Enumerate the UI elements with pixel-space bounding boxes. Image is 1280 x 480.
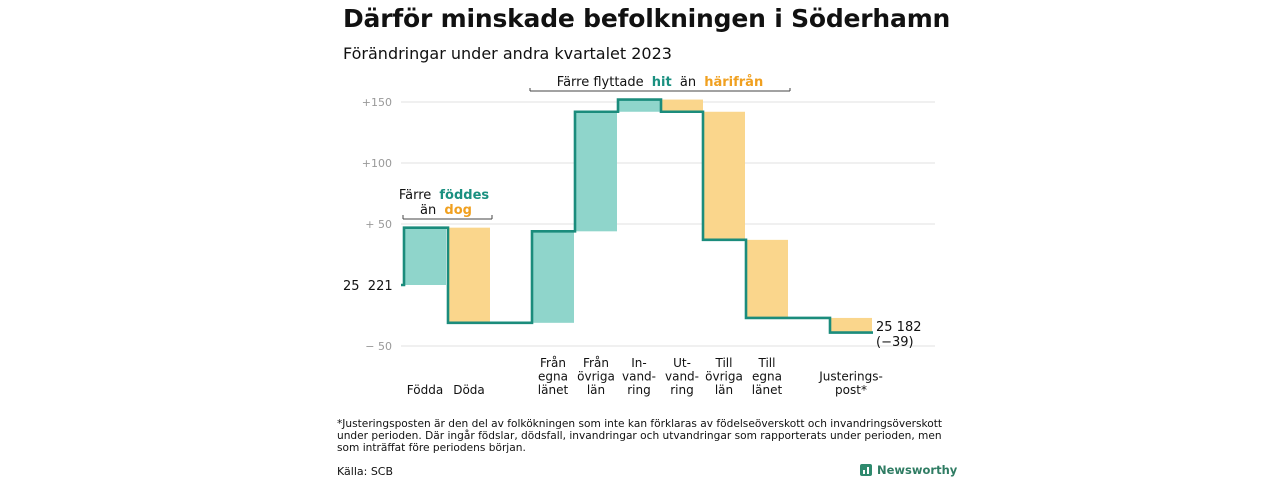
category-label-line: In- xyxy=(631,356,646,370)
category-label-line: ring xyxy=(627,383,651,397)
births-annotation: Färre föddes än dog xyxy=(399,188,493,220)
category-label: In-vand-ring xyxy=(622,356,656,397)
bar-decrease xyxy=(661,99,703,112)
births-annotation-pre: Färre xyxy=(399,188,431,203)
svg-text:än dog: än dog xyxy=(420,203,472,218)
category-label-line: länet xyxy=(752,383,783,397)
bar-decrease xyxy=(746,239,788,318)
cumulative-step-line xyxy=(401,98,873,334)
category-label-line: län xyxy=(715,383,733,397)
y-tick-label: + 50 xyxy=(365,218,392,231)
category-label-line: Justerings- xyxy=(818,370,883,384)
y-tick-label: − 50 xyxy=(365,340,392,353)
category-label: Från övriga län xyxy=(577,356,615,397)
bar-increase xyxy=(575,111,617,232)
bars xyxy=(404,99,872,333)
end-change-label: (−39) xyxy=(876,335,914,350)
category-label-line: Till xyxy=(715,356,733,370)
moves-annotation-orange: härifrån xyxy=(704,75,763,90)
y-tick-labels: − 50 + 50 +100 +150 xyxy=(362,96,392,353)
category-label-line: län xyxy=(587,383,605,397)
moves-annotation-mid: än xyxy=(680,75,696,90)
category-label: Justerings-post* xyxy=(818,370,883,398)
grid-lines xyxy=(401,101,935,347)
source-label: Källa: SCB xyxy=(337,465,394,478)
births-annotation-mid: än xyxy=(420,203,436,218)
svg-text:Färre föddes: Färre föddes xyxy=(399,188,490,203)
category-label-line: Födda xyxy=(407,383,443,397)
category-label-line: Ut- xyxy=(673,356,691,370)
chart-logo-icon xyxy=(860,464,872,476)
category-label-line: länet xyxy=(538,383,569,397)
step-line xyxy=(401,98,873,334)
category-label-line: Från xyxy=(583,356,609,370)
svg-text:Färre flyttade hit: Färre flyttade hit än härifrån xyxy=(557,75,763,90)
category-label-line: ring xyxy=(670,383,694,397)
category-label: Döda xyxy=(453,383,485,397)
moves-annotation-pre: Färre flyttade xyxy=(557,75,644,90)
category-label-line: egna xyxy=(538,370,568,384)
category-label-line: vand- xyxy=(665,370,699,384)
chart-subtitle: Förändringar under andra kvartalet 2023 xyxy=(343,44,672,63)
category-label-line: övriga xyxy=(577,370,615,384)
y-tick-label: +150 xyxy=(362,96,392,109)
category-label-line: Till xyxy=(758,356,776,370)
births-annotation-teal: föddes xyxy=(439,188,489,203)
start-value-label: 25 221 xyxy=(343,279,393,294)
category-label-line: vand- xyxy=(622,370,656,384)
category-label: Till egna länet xyxy=(752,356,783,397)
births-annotation-orange: dog xyxy=(444,203,472,218)
newsworthy-logo[interactable]: Newsworthy xyxy=(860,463,957,477)
category-label: Ut-vand-ring xyxy=(665,356,699,397)
end-value-label: 25 182 xyxy=(876,320,922,335)
bar-decrease xyxy=(448,227,490,323)
bar-increase xyxy=(618,99,660,112)
chart-title: Därför minskade befolkningen i Söderhamn xyxy=(343,4,951,33)
bar-decrease xyxy=(703,111,745,240)
category-label: Till övriga län xyxy=(705,356,743,397)
moves-annotation-teal: hit xyxy=(652,75,672,90)
footnote: *Justeringsposten är den del av folkökni… xyxy=(337,418,943,454)
category-label-line: övriga xyxy=(705,370,743,384)
bar-decrease xyxy=(830,317,872,333)
bar-increase xyxy=(404,227,446,285)
category-label: Födda xyxy=(407,383,443,397)
moves-annotation: Färre flyttade hit än härifrån xyxy=(529,75,791,92)
category-label: Från egna länet xyxy=(538,356,569,397)
category-label-line: Från xyxy=(540,356,566,370)
bar-increase xyxy=(532,231,574,323)
y-tick-label: +100 xyxy=(362,157,392,170)
category-label-line: Döda xyxy=(453,383,485,397)
category-label-line: post* xyxy=(835,383,867,397)
brand-name: Newsworthy xyxy=(877,463,958,477)
category-label-line: egna xyxy=(752,370,782,384)
